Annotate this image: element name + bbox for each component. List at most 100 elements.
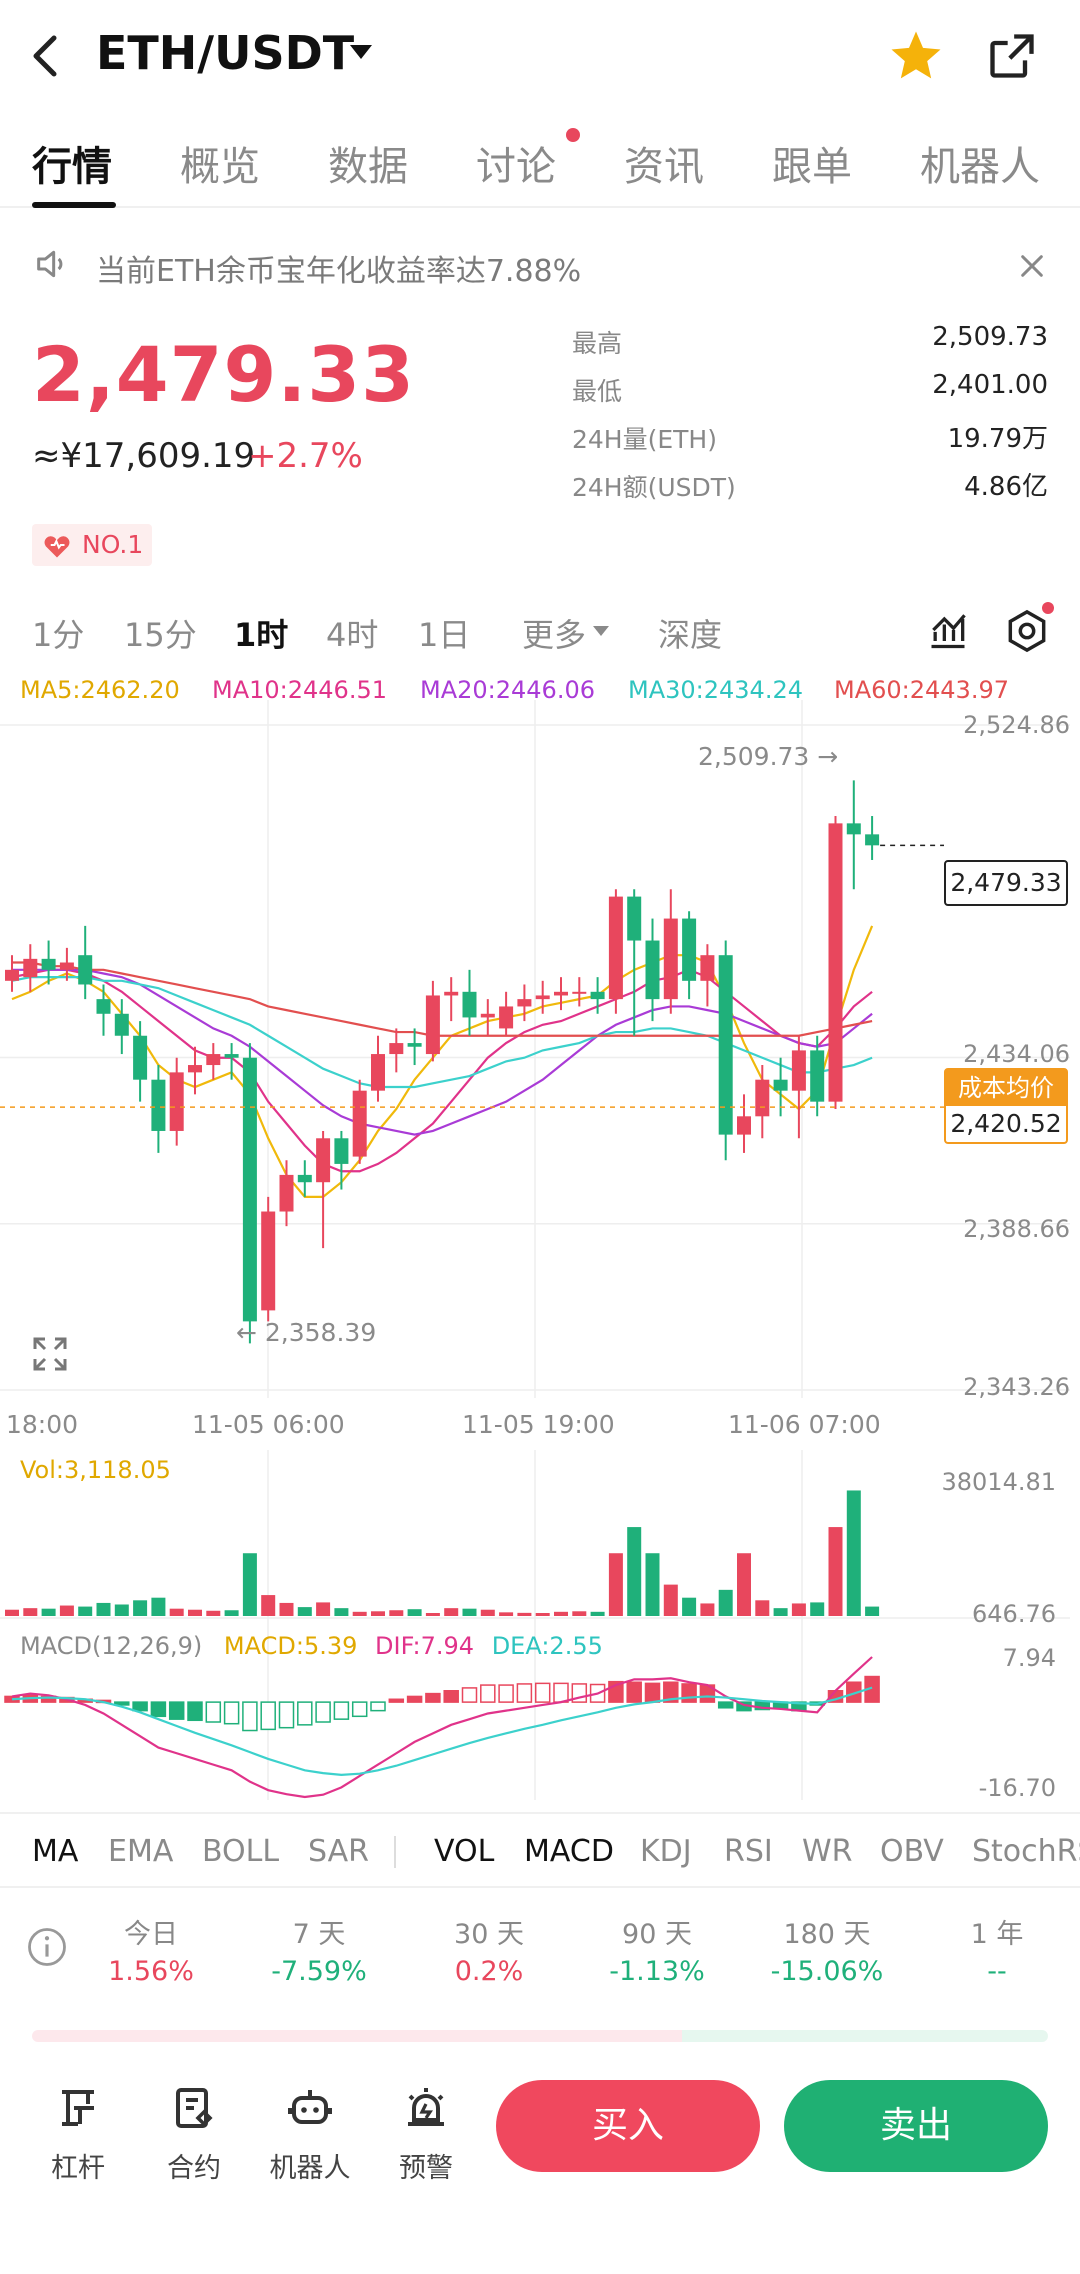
volume-bar-45: [828, 1527, 843, 1616]
buy-button[interactable]: 买入: [496, 2080, 760, 2172]
volume-bar-35: [645, 1553, 660, 1616]
ind-kdj[interactable]: KDJ: [640, 1834, 692, 1869]
volume-bar-13: [242, 1553, 257, 1616]
ind-rsi[interactable]: RSI: [724, 1834, 773, 1869]
ind-macd[interactable]: MACD: [524, 1834, 614, 1869]
tab-discussion[interactable]: 讨论: [476, 144, 556, 190]
pair-dropdown-icon[interactable]: [348, 42, 374, 62]
back-arrow-icon[interactable]: [28, 32, 64, 80]
volume-bar-31: [572, 1611, 587, 1616]
candle-body-42: [773, 1079, 788, 1091]
volume-bar-8: [151, 1597, 166, 1616]
interval-1d[interactable]: 1日: [418, 616, 471, 654]
ind-obv[interactable]: OBV: [880, 1834, 944, 1869]
ind-stochrsi[interactable]: StochRSI: [972, 1834, 1080, 1869]
candle-body-45: [828, 823, 843, 1102]
ind-ma[interactable]: MA: [32, 1834, 79, 1869]
interval-4h[interactable]: 4时: [326, 616, 379, 654]
cost-price-tag[interactable]: 成本均价 2,420.52: [944, 1068, 1068, 1144]
alert-icon: [408, 2088, 444, 2126]
candle-body-7: [133, 1035, 148, 1080]
macd-bar-6: [114, 1701, 130, 1706]
interval-15m[interactable]: 15分: [124, 616, 197, 654]
ind-wr[interactable]: WR: [802, 1834, 853, 1869]
tab-copy-trade[interactable]: 跟单: [772, 144, 852, 190]
macd-bar-20: [370, 1701, 386, 1712]
macd-bar-14: [260, 1701, 276, 1731]
ma20-value: MA20:2446.06: [420, 676, 595, 704]
candle-body-38: [700, 955, 715, 981]
macd-chart: [4, 1625, 880, 1800]
indicator-chart-icon[interactable]: [926, 608, 970, 652]
ind-boll[interactable]: BOLL: [202, 1834, 280, 1869]
return-period-4: 180 天: [783, 1919, 871, 1950]
settings-icon[interactable]: [1004, 608, 1050, 654]
tab-bot[interactable]: 机器人: [920, 144, 1040, 190]
share-icon[interactable]: [986, 30, 1038, 82]
notice-bar[interactable]: 当前ETH余币宝年化收益率达7.88%: [0, 228, 1080, 300]
indicator-divider: [394, 1836, 396, 1868]
ma30-value: MA30:2434.24: [628, 676, 803, 704]
pair-title[interactable]: ETH/USDT: [96, 26, 355, 80]
fullscreen-icon[interactable]: [30, 1334, 70, 1374]
candle-body-17: [316, 1138, 331, 1183]
ind-ema[interactable]: EMA: [108, 1834, 174, 1869]
stat-amount-label: 24H额(USDT): [572, 473, 736, 502]
macd-bar-36: [663, 1681, 679, 1703]
candle-body-24: [444, 991, 459, 996]
volume-bar-2: [41, 1608, 56, 1616]
candle-body-21: [389, 1043, 404, 1055]
sell-button[interactable]: 卖出: [784, 2080, 1048, 2172]
interval-1h[interactable]: 1时: [234, 616, 289, 654]
tool-alert[interactable]: 预警: [376, 2084, 476, 2185]
x-tick-1: 11-05 06:00: [192, 1410, 345, 1439]
candle-body-25: [462, 991, 477, 1018]
ma10-value: MA10:2446.51: [212, 676, 387, 704]
tab-market[interactable]: 行情: [32, 144, 112, 190]
candle-body-9: [169, 1072, 184, 1131]
candle-body-1: [23, 958, 38, 978]
tab-news[interactable]: 资讯: [624, 144, 704, 190]
info-icon[interactable]: [26, 1926, 68, 1968]
ind-vol[interactable]: VOL: [434, 1834, 495, 1869]
return-period-1: 7 天: [292, 1919, 346, 1950]
macd-bar-23: [425, 1692, 441, 1703]
tab-overview[interactable]: 概览: [180, 144, 260, 190]
active-tab-indicator: [32, 202, 116, 208]
return-value-1: -7.59%: [271, 1956, 367, 1987]
candle-body-36: [663, 918, 678, 1000]
close-icon[interactable]: [1018, 252, 1046, 280]
candle-body-30: [554, 991, 568, 996]
interval-more[interactable]: 更多: [522, 616, 587, 654]
volume-bar-30: [554, 1611, 568, 1616]
favorite-star-icon[interactable]: [888, 28, 944, 84]
volume-bar-34: [627, 1527, 642, 1616]
interval-1m[interactable]: 1分: [32, 616, 85, 654]
tool-robot[interactable]: 机器人: [260, 2084, 360, 2185]
candle-body-29: [535, 995, 550, 1000]
candle-body-19: [352, 1090, 367, 1157]
rank-text: NO.1: [82, 530, 144, 559]
tool-contract[interactable]: 合约: [144, 2084, 244, 2185]
cost-price-label: 成本均价: [946, 1070, 1066, 1106]
macd-bar-19: [351, 1701, 368, 1718]
volume-bar-21: [389, 1610, 404, 1616]
volume-bar-4: [78, 1606, 93, 1616]
interval-depth[interactable]: 深度: [658, 616, 723, 654]
ind-sar[interactable]: SAR: [308, 1834, 369, 1869]
speaker-icon: [37, 250, 63, 278]
rank-badge[interactable]: NO.1: [32, 524, 152, 566]
candle-body-40: [737, 1116, 751, 1135]
volume-bar-36: [663, 1584, 678, 1616]
volume-bar-16: [297, 1607, 312, 1616]
macd-bar-39: [717, 1701, 734, 1709]
macd-tick-min: -16.70: [978, 1774, 1056, 1802]
high-annotation: 2,509.73 →: [698, 742, 839, 771]
candlestick-chart[interactable]: 2,524.86 2,434.06 2,388.66 2,343.26: [0, 700, 1080, 1400]
volume-bar-25: [462, 1608, 477, 1616]
last-price: 2,479.33: [32, 330, 416, 419]
macd-bar-10: [187, 1701, 203, 1722]
tool-leverage[interactable]: 杠杆: [28, 2084, 128, 2185]
candle-body-27: [499, 1006, 514, 1029]
tab-data[interactable]: 数据: [328, 144, 408, 190]
